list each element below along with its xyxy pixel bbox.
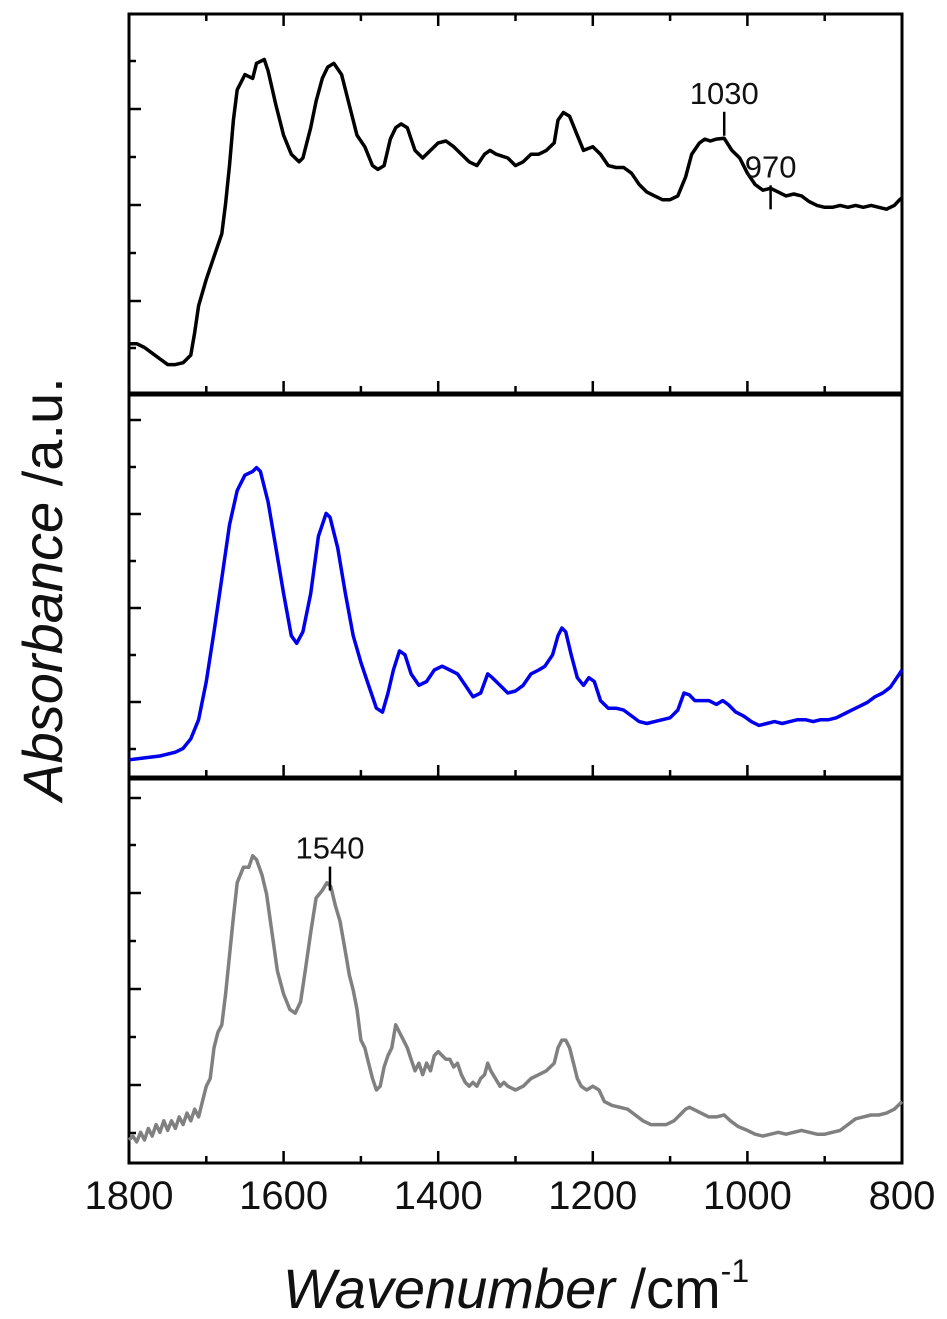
series-line-3	[127, 854, 904, 1144]
x-tick-label: 1000	[703, 1174, 792, 1218]
series-line-2	[128, 465, 904, 762]
x-tick-label: 800	[869, 1174, 936, 1218]
x-tick-labels: 1800 1600 1400 1200 1000 800	[85, 1174, 936, 1218]
x-tick-label: 1400	[394, 1174, 483, 1218]
panel-2-frame	[127, 393, 904, 779]
series-line-1	[129, 57, 904, 367]
x-tick-label: 1200	[548, 1174, 637, 1218]
axis-ticks	[127, 12, 904, 1163]
x-tick-label: 1600	[239, 1174, 328, 1218]
annotation-label: 1540	[295, 831, 364, 866]
x-tick-label: 1800	[85, 1174, 174, 1218]
panel-3-frame	[127, 777, 904, 1165]
annotation-label: 970	[745, 149, 797, 184]
series-group	[127, 57, 904, 1144]
annotations-group: 1030 970 1540	[295, 76, 796, 891]
x-axis-title: Wavenumber /cm-1	[283, 1253, 749, 1319]
panel-1-frame	[127, 12, 904, 395]
y-axis-title: Absorbance /a.u.	[11, 377, 74, 803]
annotation-label: 1030	[690, 76, 759, 111]
x-axis-title-exponent: -1	[721, 1253, 749, 1289]
